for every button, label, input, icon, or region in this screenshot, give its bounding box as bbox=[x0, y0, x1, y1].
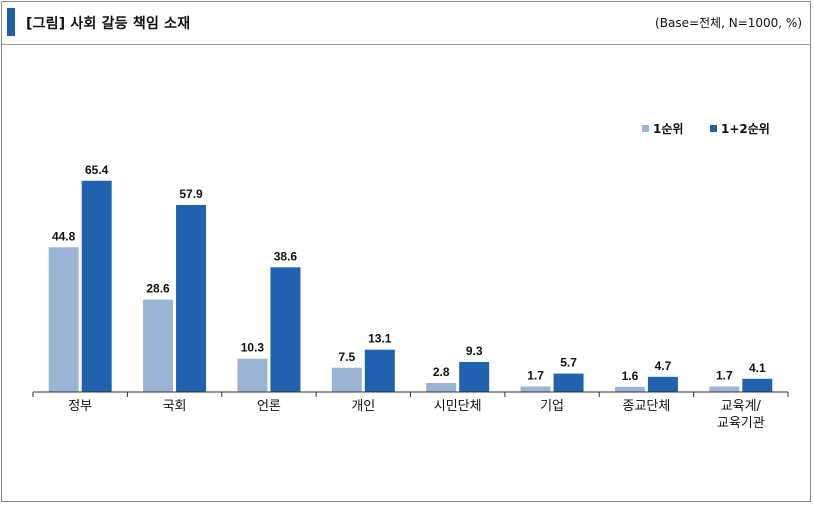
legend-swatch-1 bbox=[642, 125, 649, 132]
bar-1-3 bbox=[237, 358, 268, 392]
data-label-2-6: 5.7 bbox=[560, 356, 577, 370]
bar-2-1 bbox=[81, 180, 112, 392]
category-label-1: 정부 bbox=[68, 399, 92, 414]
category-label-7: 종교단체 bbox=[623, 399, 671, 414]
data-label-1-6: 1.7 bbox=[527, 369, 544, 383]
bar-1-2 bbox=[143, 299, 174, 392]
category-label-4: 개인 bbox=[351, 399, 375, 414]
bar-1-7 bbox=[614, 386, 645, 392]
bar-2-8 bbox=[742, 378, 773, 392]
data-label-2-1: 65.4 bbox=[85, 163, 109, 177]
data-label-2-4: 13.1 bbox=[368, 332, 392, 346]
legend-label-2: 1+2순위 bbox=[721, 122, 770, 136]
category-label-3: 언론 bbox=[257, 399, 281, 414]
bar-2-5 bbox=[459, 361, 490, 392]
data-label-2-5: 9.3 bbox=[466, 344, 483, 358]
bar-1-6 bbox=[520, 386, 551, 392]
data-label-2-3: 38.6 bbox=[274, 249, 298, 263]
data-label-1-5: 2.8 bbox=[433, 365, 450, 379]
data-label-1-1: 44.8 bbox=[52, 229, 76, 243]
legend-label-1: 1순위 bbox=[653, 122, 683, 136]
bar-2-4 bbox=[364, 349, 395, 392]
data-label-2-2: 57.9 bbox=[179, 187, 203, 201]
category-label-2: 국회 bbox=[163, 399, 187, 414]
data-label-2-8: 4.1 bbox=[749, 361, 766, 375]
base-note: (Base=전체, N=1000, %) bbox=[655, 16, 802, 30]
title-accent-bar bbox=[7, 8, 15, 36]
data-label-1-7: 1.6 bbox=[622, 369, 639, 383]
bar-1-1 bbox=[48, 247, 79, 392]
data-label-1-3: 10.3 bbox=[241, 341, 265, 355]
bar-1-5 bbox=[426, 382, 457, 392]
bar-1-4 bbox=[331, 367, 362, 392]
chart-title: [그림] 사회 갈등 책임 소재 bbox=[26, 16, 191, 32]
category-label-8-line-1: 교육계/ bbox=[721, 399, 762, 414]
bar-2-6 bbox=[553, 373, 584, 392]
bar-2-2 bbox=[176, 204, 207, 392]
category-label-6: 기업 bbox=[540, 399, 564, 414]
data-label-1-2: 28.6 bbox=[146, 282, 170, 296]
category-label-8-line-2: 교육기관 bbox=[717, 416, 765, 431]
bar-2-3 bbox=[270, 267, 301, 392]
data-label-1-4: 7.5 bbox=[338, 350, 355, 364]
chart-header: [그림] 사회 갈등 책임 소재 (Base=전체, N=1000, %) bbox=[2, 2, 810, 45]
legend-swatch-2 bbox=[710, 125, 717, 132]
bar-2-7 bbox=[647, 376, 678, 392]
category-label-5: 시민단체 bbox=[434, 399, 482, 414]
data-label-1-8: 1.7 bbox=[716, 369, 733, 383]
data-label-2-7: 4.7 bbox=[655, 359, 672, 373]
bar-1-8 bbox=[709, 386, 740, 392]
